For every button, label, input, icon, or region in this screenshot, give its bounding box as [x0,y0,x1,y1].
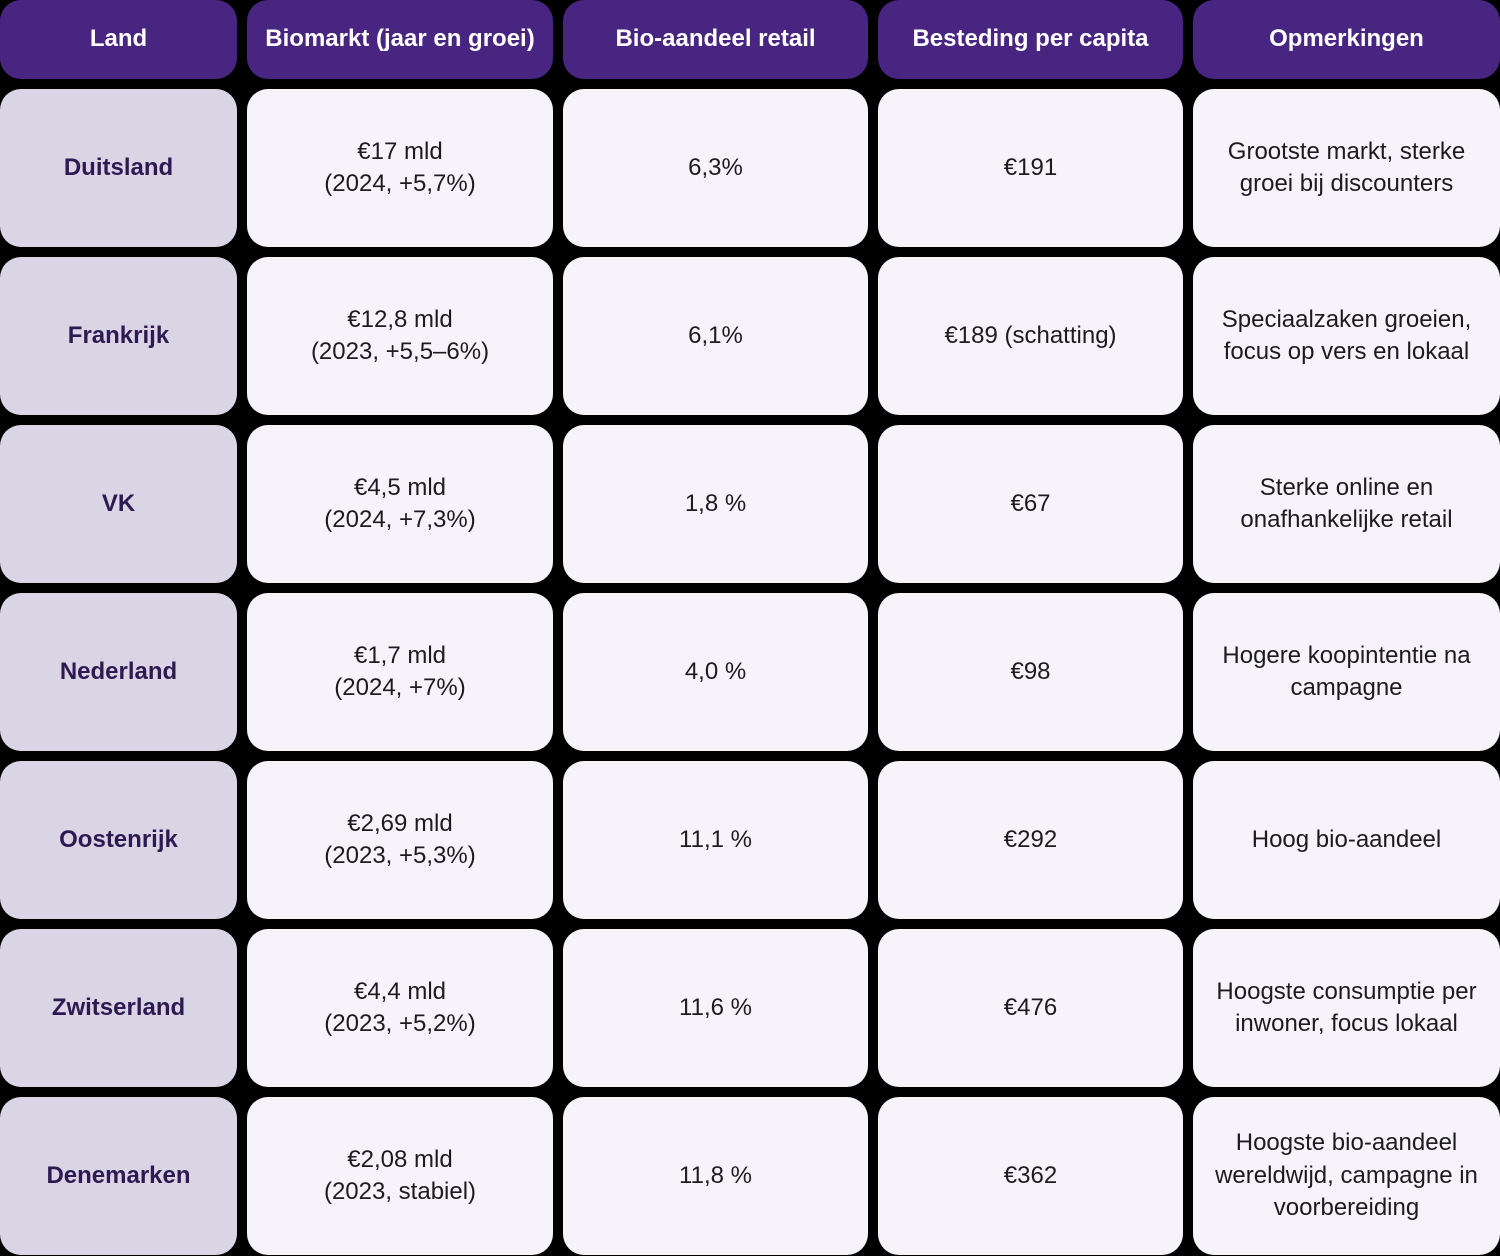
cell-land: Zwitserland [0,929,237,1087]
cell-land: Oostenrijk [0,761,237,919]
biomarkt-value: €17 mld [357,137,443,165]
column-header-bio-aandeel: Bio-aandeel retail [563,0,868,79]
column-header-biomarkt: Biomarkt (jaar en groei) [247,0,553,79]
cell-land: Denemarken [0,1097,237,1255]
biomarkt-detail: (2024, +7%) [334,674,466,701]
cell-opmerkingen: Hoog bio-aandeel [1193,761,1500,919]
cell-land: Duitsland [0,89,237,247]
cell-opmerkingen: Grootste markt, sterke groei bij discoun… [1193,89,1500,247]
column-header-opmerkingen: Opmerkingen [1193,0,1500,79]
cell-bio-aandeel: 6,3% [563,89,868,247]
cell-opmerkingen: Speciaalzaken groeien, focus op vers en … [1193,257,1500,415]
biomarkt-value: €4,4 mld [353,977,447,1005]
cell-bio-aandeel: 11,6 % [563,929,868,1087]
cell-besteding: €191 [878,89,1183,247]
cell-biomarkt: €12,8 mld (2023, +5,5–6%) [247,257,553,415]
cell-opmerkingen: Sterke online en onafhankelijke retail [1193,425,1500,583]
cell-besteding: €362 [878,1097,1183,1255]
cell-bio-aandeel: 11,1 % [563,761,868,919]
cell-land: Nederland [0,593,237,751]
cell-opmerkingen: Hogere koopintentie na campagne [1193,593,1500,751]
biomarkt-value: €12,8 mld [347,305,453,333]
biomarkt-detail: (2023, +5,3%) [324,842,476,869]
cell-biomarkt: €4,4 mld (2023, +5,2%) [247,929,553,1087]
cell-opmerkingen: Hoogste consumptie per inwoner, focus lo… [1193,929,1500,1087]
cell-opmerkingen: Hoogste bio-aandeel wereldwijd, campagne… [1193,1097,1500,1255]
column-header-land: Land [0,0,237,79]
cell-bio-aandeel: 6,1% [563,257,868,415]
biomarkt-detail: (2023, stabiel) [323,1178,477,1205]
column-header-besteding: Besteding per capita [878,0,1183,79]
biomarkt-detail: (2023, +5,2%) [324,1010,476,1037]
biomarkt-detail: (2024, +7,3%) [324,506,476,533]
cell-besteding: €67 [878,425,1183,583]
cell-land: VK [0,425,237,583]
cell-besteding: €98 [878,593,1183,751]
cell-biomarkt: €17 mld (2024, +5,7%) [247,89,553,247]
biomarkt-value: €2,08 mld [347,1145,453,1173]
cell-biomarkt: €2,69 mld (2023, +5,3%) [247,761,553,919]
cell-biomarkt: €2,08 mld (2023, stabiel) [247,1097,553,1255]
biomarkt-value: €1,7 mld [353,641,447,669]
cell-land: Frankrijk [0,257,237,415]
cell-bio-aandeel: 11,8 % [563,1097,868,1255]
cell-biomarkt: €4,5 mld (2024, +7,3%) [247,425,553,583]
biomarkt-value: €2,69 mld [347,809,453,837]
cell-bio-aandeel: 1,8 % [563,425,868,583]
cell-besteding: €476 [878,929,1183,1087]
biomarkt-value: €4,5 mld [353,473,447,501]
cell-bio-aandeel: 4,0 % [563,593,868,751]
biomarkt-detail: (2023, +5,5–6%) [310,338,490,365]
cell-besteding: €292 [878,761,1183,919]
biomarkt-detail: (2024, +5,7%) [324,170,476,197]
cell-besteding: €189 (schatting) [878,257,1183,415]
cell-biomarkt: €1,7 mld (2024, +7%) [247,593,553,751]
